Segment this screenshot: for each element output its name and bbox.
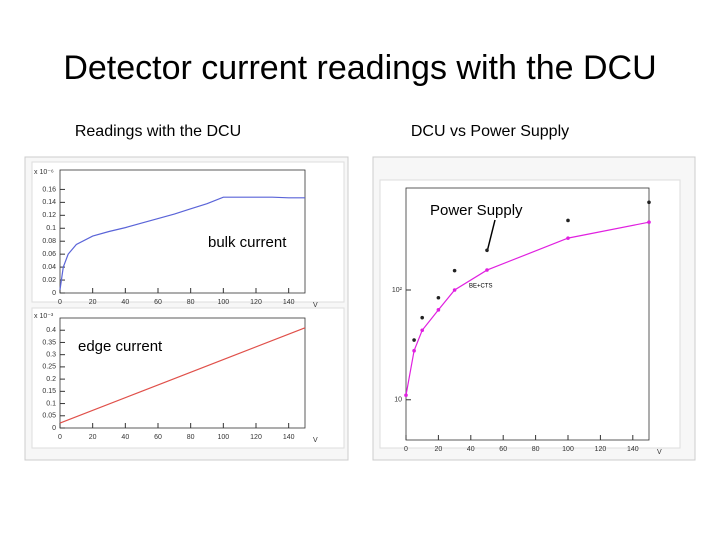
y-tick-label: 0.2 <box>46 376 56 383</box>
y-tick-label: 0.1 <box>46 225 56 232</box>
data-point <box>452 288 457 292</box>
x-tick-label: 120 <box>250 434 262 441</box>
x-axis-label: V <box>313 302 318 309</box>
x-axis-label: V <box>313 437 318 444</box>
x-tick-label: 0 <box>58 434 62 441</box>
series-line <box>59 327 306 424</box>
x-tick-label: 60 <box>154 434 162 441</box>
x-tick-label: 40 <box>121 434 129 441</box>
y-tick-label: 0.04 <box>42 264 56 271</box>
y-tick-label: 0.4 <box>46 327 56 334</box>
data-point <box>436 295 441 300</box>
plot-area <box>31 307 345 449</box>
data-point <box>485 268 489 272</box>
plot-area <box>379 179 681 449</box>
annotation: Power Supply <box>430 202 523 219</box>
x-tick-label: 100 <box>562 446 574 453</box>
x-tick-label: 0 <box>58 299 62 306</box>
y-tick-label: 0.35 <box>42 339 56 346</box>
annotation-arrow <box>486 219 496 253</box>
annotation: bulk current <box>208 234 287 251</box>
annotation: edge current <box>78 338 163 355</box>
x-tick-label: 40 <box>121 299 129 306</box>
y-tick-label: 0.15 <box>42 388 56 395</box>
chart-title: Readings with the DCU <box>75 123 241 140</box>
data-point <box>485 248 489 253</box>
y-tick-label: 0.12 <box>42 212 56 219</box>
y-multiplier: x 10⁻³ <box>34 313 54 320</box>
y-tick-label: 10 <box>394 397 402 404</box>
y-tick-label: 0.02 <box>42 277 56 284</box>
x-tick-label: 60 <box>154 299 162 306</box>
x-tick-label: 20 <box>89 299 97 306</box>
x-tick-label: 80 <box>187 299 195 306</box>
series-line <box>405 221 650 396</box>
data-point <box>412 338 416 342</box>
x-tick-label: 100 <box>217 299 229 306</box>
data-point <box>566 236 570 240</box>
data-point <box>436 308 441 312</box>
axis-frame <box>59 169 306 294</box>
x-tick-label: 20 <box>89 434 97 441</box>
y-tick-label: 0.3 <box>46 352 56 359</box>
axis-frame <box>405 187 650 441</box>
y-tick-label: 10² <box>392 287 403 294</box>
y-tick-label: 0.06 <box>42 251 56 258</box>
data-point <box>452 268 457 273</box>
data-point <box>647 200 651 205</box>
x-tick-label: 60 <box>499 446 507 453</box>
series-label: BE+CTS <box>469 284 493 290</box>
y-tick-label: 0 <box>52 425 56 432</box>
y-tick-label: 0.25 <box>42 364 56 371</box>
x-tick-label: 20 <box>435 446 443 453</box>
series-line <box>59 196 305 290</box>
data-point <box>566 218 570 223</box>
x-tick-label: 120 <box>595 446 607 453</box>
chart-title: DCU vs Power Supply <box>411 123 569 140</box>
y-tick-label: 0.14 <box>42 199 56 206</box>
x-tick-label: 140 <box>627 446 639 453</box>
axis-frame <box>59 317 306 429</box>
data-point <box>412 348 416 353</box>
data-point <box>404 393 408 398</box>
x-tick-label: 120 <box>250 299 262 306</box>
y-tick-label: 0.16 <box>42 186 56 193</box>
x-tick-label: 140 <box>283 434 295 441</box>
slide-title: Detector current readings with the DCU <box>63 49 656 87</box>
x-tick-label: 0 <box>404 446 408 453</box>
x-tick-label: 40 <box>467 446 475 453</box>
x-tick-label: 140 <box>283 299 295 306</box>
y-tick-label: 0.08 <box>42 238 56 245</box>
x-axis-label: V <box>657 449 662 456</box>
data-point <box>420 328 425 333</box>
data-point <box>647 220 651 224</box>
x-tick-label: 80 <box>187 434 195 441</box>
x-tick-label: 80 <box>532 446 540 453</box>
x-tick-label: 100 <box>217 434 229 441</box>
y-multiplier: x 10⁻⁶ <box>34 169 54 176</box>
y-tick-label: 0.1 <box>46 400 56 407</box>
plot-area <box>31 161 345 303</box>
y-tick-label: 0 <box>52 290 56 297</box>
y-tick-label: 0.05 <box>42 413 56 420</box>
data-point <box>420 315 425 320</box>
